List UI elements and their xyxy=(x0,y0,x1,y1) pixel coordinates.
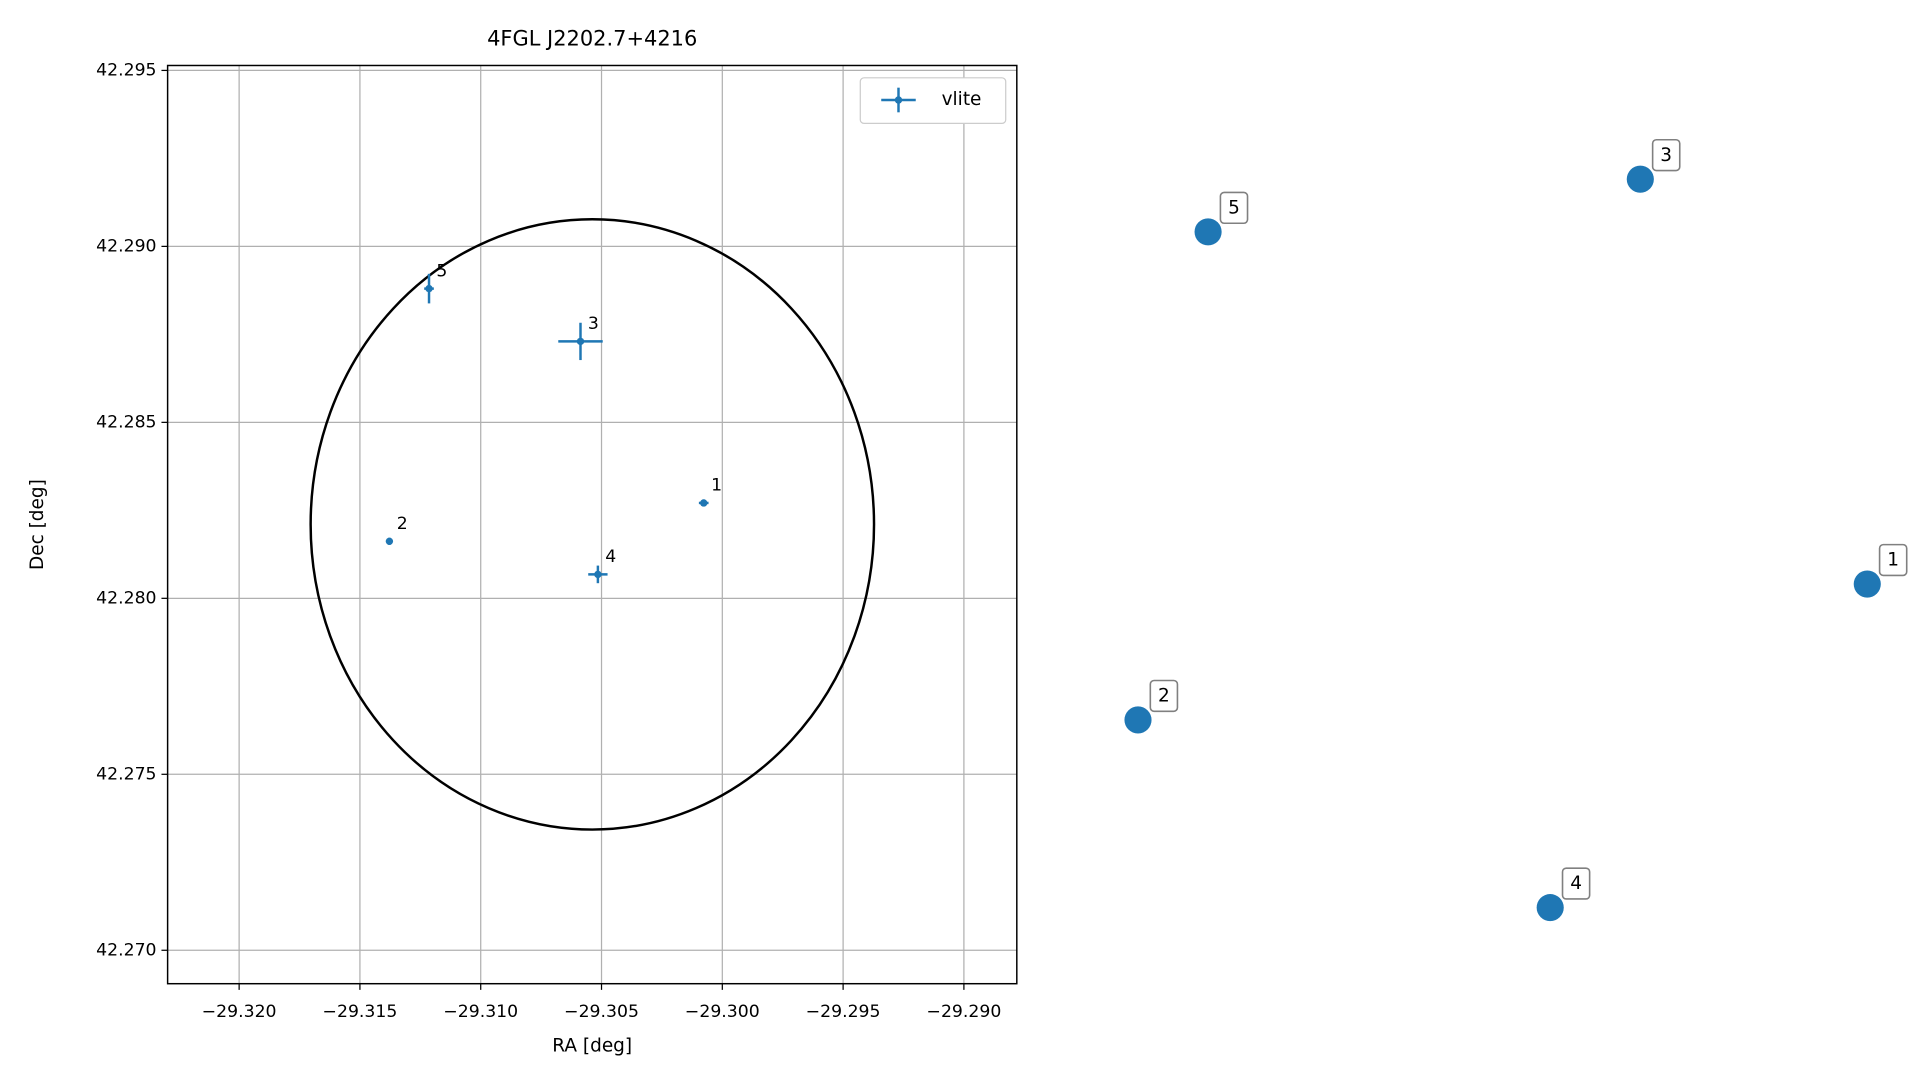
legend-symbol xyxy=(894,96,903,104)
y-tick-label: 42.275 xyxy=(96,764,156,784)
plot-frame xyxy=(166,64,1018,985)
point xyxy=(1626,165,1654,193)
x-tick-label: −29.320 xyxy=(202,1002,277,1022)
point-label: 1 xyxy=(1887,550,1899,571)
y-tick-label: 42.285 xyxy=(96,412,156,432)
point-label-box xyxy=(1878,543,1908,577)
x-tick-label: −29.290 xyxy=(926,1002,1001,1022)
point xyxy=(594,570,602,579)
point-label: 2 xyxy=(397,514,408,534)
point xyxy=(425,284,433,293)
point-label: 3 xyxy=(1660,145,1672,166)
localization-ellipse xyxy=(309,218,876,831)
legend-box xyxy=(859,77,1007,125)
point xyxy=(576,337,585,346)
point-label: 3 xyxy=(588,314,599,334)
point xyxy=(1853,570,1881,598)
y-tick-label: 42.280 xyxy=(96,588,156,608)
x-tick-label: −29.310 xyxy=(443,1002,518,1022)
y-tick-label: 42.290 xyxy=(96,236,156,256)
x-tick-label: −29.300 xyxy=(685,1002,760,1022)
point-label: 5 xyxy=(436,261,447,281)
y-tick-label: 42.270 xyxy=(96,940,156,960)
x-tick-label: −29.315 xyxy=(323,1002,398,1022)
point-label-box xyxy=(1219,191,1249,225)
point-label: 2 xyxy=(1158,686,1170,707)
point-label-box xyxy=(1651,138,1681,172)
point xyxy=(1536,894,1564,922)
point-label: 5 xyxy=(1228,197,1240,218)
legend-label: vlite xyxy=(942,89,982,110)
point-label: 4 xyxy=(605,547,616,567)
point-label: 4 xyxy=(1570,873,1582,894)
point xyxy=(385,537,394,546)
point-label: 1 xyxy=(711,476,722,496)
x-tick-label: −29.295 xyxy=(806,1002,881,1022)
point-label-box xyxy=(1561,867,1591,900)
point xyxy=(1194,218,1222,246)
point-label-box xyxy=(1149,679,1179,713)
y-axis-label: Dec [deg] xyxy=(27,479,48,570)
x-axis-label: RA [deg] xyxy=(552,1036,632,1057)
point xyxy=(700,499,708,507)
point xyxy=(1124,706,1152,734)
x-tick-label: −29.305 xyxy=(564,1002,639,1022)
chart-title: 4FGL J2202.7+4216 xyxy=(487,27,697,51)
y-tick-label: 42.295 xyxy=(96,60,156,80)
